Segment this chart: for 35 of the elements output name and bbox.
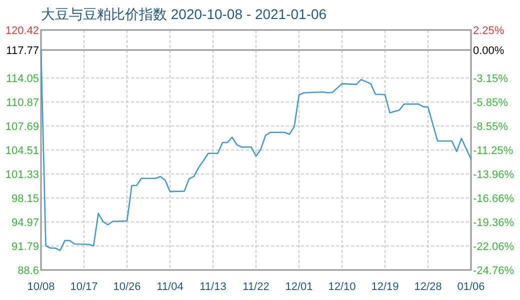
y-tick-label: 101.33: [5, 168, 39, 181]
y-tick-label: 91.79: [11, 240, 39, 253]
x-tick-label: 11/04: [156, 281, 184, 293]
x-tick-label: 10/26: [113, 281, 141, 293]
y-tick-label: 110.87: [6, 97, 39, 110]
y-tick-label: 120.42: [5, 25, 39, 37]
y2-tick-label: -13.96%: [473, 169, 514, 182]
x-tick-label: 12/28: [414, 281, 442, 293]
y-tick-label: 88.6: [18, 265, 39, 277]
x-tick-label: 12/10: [328, 281, 356, 293]
y2-tick-label: 2.25%: [473, 25, 504, 37]
y2-tick-label: -5.85%: [473, 96, 508, 109]
y-tick-label: 94.97: [11, 216, 39, 229]
x-tick-label: 01/06: [457, 281, 485, 293]
y-tick-label: 107.69: [5, 121, 39, 134]
y-tick-label: 114.05: [6, 73, 39, 86]
y2-tick-label: -16.66%: [473, 193, 514, 206]
y2-tick-label: -22.06%: [473, 241, 514, 254]
y2-tick-label: -19.36%: [473, 217, 514, 230]
x-tick-label: 10/08: [27, 281, 55, 293]
x-tick-label: 11/22: [242, 281, 270, 293]
line-series: [40, 49, 472, 252]
y2-tick-label: 0.00%: [473, 44, 504, 57]
chart-title: 大豆与豆粕比价指数 2020-10-08 - 2021-01-06: [41, 6, 327, 22]
y2-tick-label: -3.15%: [473, 72, 508, 85]
y2-tick-label: -24.76%: [473, 265, 514, 277]
y2-tick-label: -11.25%: [473, 144, 514, 157]
y-tick-label: 98.15: [11, 192, 39, 205]
y-tick-label: 117.77: [6, 44, 39, 57]
x-tick-label: 10/17: [70, 281, 98, 293]
x-tick-label: 11/13: [200, 281, 226, 293]
x-tick-label: 12/01: [285, 281, 313, 293]
y2-tick-label: -8.55%: [473, 120, 508, 133]
y-tick-label: 104.51: [5, 145, 39, 157]
x-tick-label: 12/19: [371, 281, 399, 293]
